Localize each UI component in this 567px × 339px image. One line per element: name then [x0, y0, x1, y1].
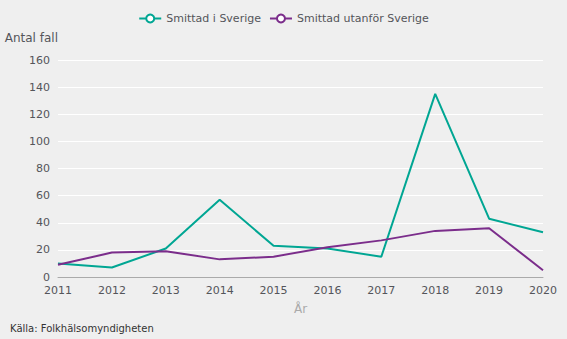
- svg-text:100: 100: [29, 135, 50, 148]
- svg-text:2020: 2020: [529, 284, 557, 297]
- svg-text:Antal fall: Antal fall: [5, 31, 58, 45]
- svg-text:2011: 2011: [44, 284, 72, 297]
- svg-text:2015: 2015: [260, 284, 288, 297]
- svg-text:2019: 2019: [475, 284, 503, 297]
- svg-text:2014: 2014: [206, 284, 234, 297]
- svg-text:Smittad utanför Sverige: Smittad utanför Sverige: [297, 12, 429, 25]
- svg-text:120: 120: [29, 108, 50, 121]
- svg-text:0: 0: [43, 271, 50, 284]
- svg-text:Källa: Folkhälsomyndigheten: Källa: Folkhälsomyndigheten: [10, 323, 154, 334]
- svg-text:År: År: [294, 301, 307, 316]
- svg-text:40: 40: [36, 216, 50, 229]
- svg-text:2016: 2016: [313, 284, 341, 297]
- svg-text:60: 60: [36, 189, 50, 202]
- svg-text:Smittad i Sverige: Smittad i Sverige: [166, 12, 261, 25]
- svg-text:160: 160: [29, 54, 50, 67]
- svg-text:2017: 2017: [367, 284, 395, 297]
- svg-text:80: 80: [36, 162, 50, 175]
- svg-text:2013: 2013: [152, 284, 180, 297]
- svg-text:2018: 2018: [421, 284, 449, 297]
- svg-text:2012: 2012: [98, 284, 126, 297]
- svg-text:20: 20: [36, 243, 50, 256]
- svg-text:140: 140: [29, 81, 50, 94]
